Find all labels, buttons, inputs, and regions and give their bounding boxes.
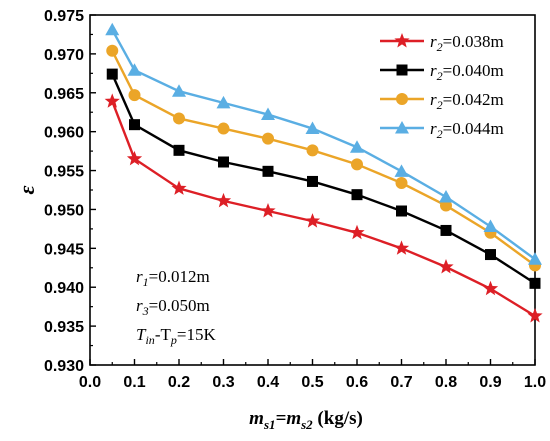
y-tick-label: 0.970 bbox=[44, 47, 84, 64]
legend-item: r2=0.040m bbox=[380, 61, 504, 83]
data-point bbox=[482, 280, 499, 296]
y-tick-label: 0.975 bbox=[44, 8, 84, 25]
data-point bbox=[262, 132, 274, 145]
data-point bbox=[171, 180, 187, 195]
parameter-annotation: r1=0.012m r3=0.050m Tin-Tp=15K bbox=[136, 267, 216, 347]
x-tick-label: 0.3 bbox=[212, 374, 234, 391]
legend-item: r2=0.042m bbox=[380, 90, 504, 112]
legend-marker bbox=[395, 121, 409, 134]
legend-label: r2=0.040m bbox=[430, 61, 504, 83]
data-point bbox=[129, 119, 140, 131]
legend-label: r2=0.042m bbox=[430, 90, 504, 112]
series-4 bbox=[105, 22, 542, 265]
data-point bbox=[306, 144, 319, 157]
data-point bbox=[439, 190, 453, 203]
data-point bbox=[351, 189, 363, 201]
y-tick-label: 0.960 bbox=[44, 125, 84, 142]
data-point bbox=[105, 22, 120, 36]
y-tick-label: 0.950 bbox=[44, 202, 84, 219]
legend: r2=0.038m r2=0.040m r2=0.042m r2=0.044m bbox=[380, 32, 504, 141]
data-point bbox=[128, 89, 141, 102]
data-point bbox=[173, 112, 185, 125]
x-tick-label: 0.9 bbox=[479, 374, 501, 391]
data-point bbox=[396, 205, 407, 217]
x-axis-title-sub1: s1 bbox=[263, 417, 276, 432]
data-point bbox=[106, 44, 119, 57]
data-point bbox=[528, 252, 542, 265]
y-axis-title: ε bbox=[14, 185, 39, 194]
data-point bbox=[106, 68, 118, 80]
series-2 bbox=[106, 68, 541, 289]
y-tick-label: 0.930 bbox=[44, 358, 84, 375]
data-point bbox=[394, 164, 409, 177]
axis-ticks: 0.0 0.1 0.2 0.3 0.4 0.5 0.6 0.7 0.8 0.9 1.0 0.930 0.… bbox=[44, 8, 546, 391]
data-point bbox=[304, 213, 321, 228]
x-tick-label: 0.8 bbox=[435, 374, 457, 391]
x-axis-title: ms1=ms2 (kg/s) bbox=[249, 408, 363, 432]
data-point bbox=[483, 219, 498, 233]
data-point bbox=[261, 107, 275, 121]
legend-marker bbox=[396, 93, 408, 105]
annotation-r1: r1=0.012m bbox=[136, 267, 210, 289]
annotation-r3: r3=0.050m bbox=[136, 296, 210, 318]
legend-item: r2=0.038m bbox=[380, 32, 504, 54]
data-point bbox=[351, 158, 363, 171]
legend-label: r2=0.038m bbox=[430, 32, 504, 54]
y-tick-label: 0.940 bbox=[44, 280, 84, 297]
legend-marker bbox=[396, 64, 408, 76]
x-tick-label: 0.0 bbox=[79, 374, 101, 391]
data-point bbox=[215, 192, 232, 208]
data-point bbox=[127, 63, 142, 76]
data-point bbox=[173, 144, 185, 156]
data-point bbox=[350, 140, 364, 153]
y-tick-label: 0.935 bbox=[44, 319, 84, 336]
y-tick-label: 0.965 bbox=[44, 86, 84, 103]
data-point bbox=[440, 199, 452, 212]
data-point bbox=[307, 175, 318, 187]
series-3 bbox=[106, 44, 541, 272]
data-point bbox=[440, 224, 452, 236]
x-tick-label: 0.4 bbox=[257, 374, 279, 391]
annotation-temperature: Tin-Tp=15K bbox=[136, 325, 216, 347]
x-axis-title-var: m bbox=[249, 408, 264, 429]
x-tick-label: 0.1 bbox=[123, 374, 145, 391]
data-point bbox=[527, 308, 543, 323]
plot-area bbox=[89, 14, 536, 366]
data-point bbox=[349, 224, 365, 240]
x-tick-label: 0.7 bbox=[390, 374, 412, 391]
data-point bbox=[438, 259, 454, 274]
data-point bbox=[218, 156, 229, 168]
x-axis-title-eq: =m bbox=[276, 408, 302, 429]
x-tick-label: 0.2 bbox=[168, 374, 190, 391]
y-tick-label: 0.945 bbox=[44, 241, 84, 258]
data-point bbox=[104, 93, 120, 108]
data-point bbox=[126, 150, 143, 166]
data-point bbox=[395, 177, 408, 189]
data-point bbox=[305, 121, 320, 135]
legend-label: r2=0.044m bbox=[430, 119, 504, 141]
x-axis-title-sub2: s2 bbox=[300, 417, 313, 432]
legend-item: r2=0.044m bbox=[380, 119, 504, 141]
data-point bbox=[262, 165, 274, 177]
data-point bbox=[529, 277, 541, 289]
data-point bbox=[217, 122, 230, 135]
x-tick-label: 0.5 bbox=[301, 374, 323, 391]
x-tick-label: 0.6 bbox=[346, 374, 368, 391]
y-tick-label: 0.955 bbox=[44, 164, 84, 181]
legend-marker bbox=[394, 33, 410, 48]
series-layer bbox=[104, 22, 543, 323]
data-point bbox=[172, 84, 186, 97]
data-point bbox=[216, 95, 231, 109]
x-tick-label: 1.0 bbox=[524, 374, 546, 391]
x-axis-title-unit: (kg/s) bbox=[313, 408, 363, 429]
data-point bbox=[260, 203, 276, 218]
series-1 bbox=[104, 93, 543, 323]
data-point bbox=[485, 249, 496, 261]
data-point bbox=[393, 240, 410, 255]
